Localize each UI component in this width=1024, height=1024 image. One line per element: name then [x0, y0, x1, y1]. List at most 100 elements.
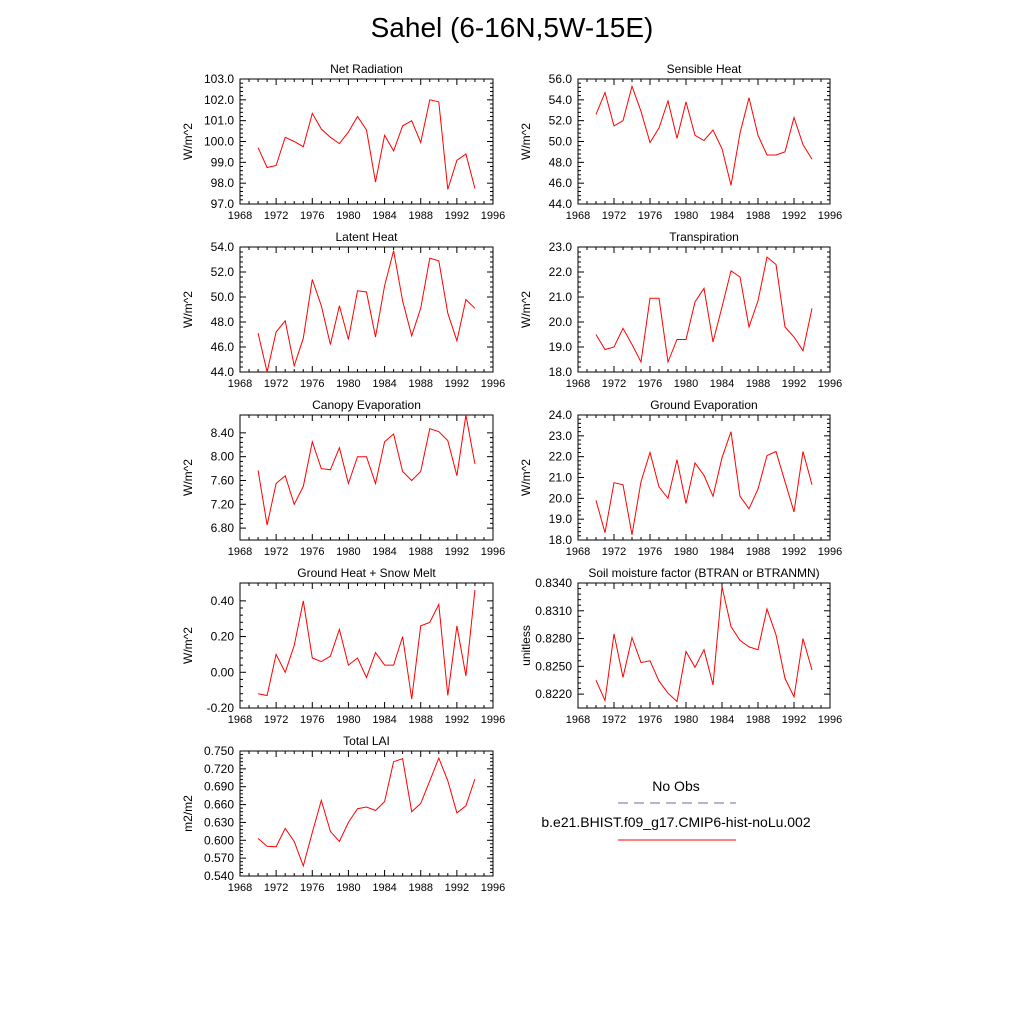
y-tick-label: 99.0	[211, 155, 235, 169]
x-tick-label: 1972	[264, 378, 288, 390]
y-tick-label: 0.660	[204, 798, 234, 812]
x-tick-label: 1984	[372, 714, 396, 726]
plot-frame	[239, 414, 494, 541]
y-axis-label: W/m^2	[519, 291, 533, 328]
plot-frame	[577, 246, 831, 373]
x-tick-label: 1968	[566, 714, 590, 726]
y-tick-label: 97.0	[211, 197, 235, 211]
series-line	[595, 256, 813, 364]
x-tick-label: 1984	[710, 210, 734, 222]
x-tick-label: 1976	[300, 210, 324, 222]
x-tick-label: 1980	[336, 714, 360, 726]
y-tick-label: 100.0	[204, 135, 234, 149]
panel-2: Latent Heat W/m^2 1968 1972 1976 1980 1984 1988…	[181, 230, 505, 390]
panel-title: Canopy Evaporation	[312, 398, 421, 412]
x-tick-label: 1996	[818, 714, 842, 726]
y-tick-label: 52.0	[211, 265, 235, 279]
y-tick-label: 0.720	[204, 762, 234, 776]
y-tick-label: 50.0	[211, 290, 235, 304]
panel-5: Ground Evaporation W/m^2 1968 1972 1976 1980 1…	[519, 398, 842, 558]
x-tick-label: 1976	[638, 378, 662, 390]
x-tick-label: 1980	[336, 546, 360, 558]
y-axis-label: W/m^2	[181, 627, 195, 664]
x-tick-label: 1992	[782, 210, 806, 222]
y-tick-label: 0.8250	[535, 659, 572, 673]
x-tick-label: 1980	[336, 882, 360, 894]
x-tick-label: 1980	[674, 378, 698, 390]
y-tick-label: 54.0	[549, 93, 573, 107]
y-tick-label: 103.0	[204, 72, 234, 86]
series-line	[257, 250, 476, 373]
panel-title: Latent Heat	[335, 230, 398, 244]
panel-1: Sensible Heat W/m^2 1968 1972 1976 1980 1984 19…	[519, 62, 842, 222]
x-tick-label: 1988	[408, 882, 432, 894]
panel-7: Soil moisture factor (BTRAN or BTRANMN) u…	[519, 566, 842, 726]
plot-frame	[577, 414, 831, 541]
x-tick-label: 1976	[638, 546, 662, 558]
y-tick-label: 44.0	[549, 197, 573, 211]
x-tick-label: 1972	[264, 546, 288, 558]
x-tick-label: 1992	[782, 546, 806, 558]
plot-frame	[239, 750, 494, 877]
y-tick-label: 0.00	[211, 665, 235, 679]
x-tick-label: 1976	[638, 714, 662, 726]
y-tick-label: 20.0	[549, 491, 573, 505]
y-tick-label: 102.0	[204, 93, 234, 107]
x-tick-label: 1968	[228, 378, 252, 390]
y-tick-label: 50.0	[549, 135, 573, 149]
x-tick-label: 1992	[445, 546, 469, 558]
y-axis-label: W/m^2	[181, 459, 195, 496]
panel-8: Total LAI m2/m2 1968 1972 1976 1980 1984 1988 19…	[181, 734, 505, 894]
panel-title: Total LAI	[343, 734, 390, 748]
x-tick-label: 1968	[228, 210, 252, 222]
x-tick-label: 1996	[481, 546, 505, 558]
x-tick-label: 1976	[638, 210, 662, 222]
y-tick-label: 0.20	[211, 630, 235, 644]
y-tick-label: 18.0	[549, 533, 573, 547]
legend: No Obs b.e21.BHIST.f09_g17.CMIP6-hist-no…	[520, 778, 832, 848]
x-tick-label: 1972	[602, 714, 626, 726]
y-tick-label: 98.0	[211, 176, 235, 190]
y-tick-label: 0.8220	[535, 687, 572, 701]
y-tick-label: 56.0	[549, 72, 573, 86]
y-tick-label: 0.8280	[535, 632, 572, 646]
x-tick-label: 1984	[372, 378, 396, 390]
x-tick-label: 1992	[445, 882, 469, 894]
x-tick-label: 1984	[372, 546, 396, 558]
panel-6: Ground Heat + Snow Melt W/m^2 1968 1972 1976…	[181, 566, 505, 726]
y-tick-label: 46.0	[211, 340, 235, 354]
x-tick-label: 1988	[746, 546, 770, 558]
x-tick-label: 1996	[818, 546, 842, 558]
series-line	[595, 586, 813, 703]
x-tick-label: 1968	[228, 882, 252, 894]
y-tick-label: 48.0	[211, 315, 235, 329]
y-tick-label: 21.0	[549, 290, 573, 304]
x-tick-label: 1980	[674, 546, 698, 558]
y-tick-label: 44.0	[211, 365, 235, 379]
panel-title: Net Radiation	[330, 62, 403, 76]
y-tick-label: 0.630	[204, 815, 234, 829]
y-axis-label: W/m^2	[519, 459, 533, 496]
x-tick-label: 1968	[566, 378, 590, 390]
plot-frame	[239, 582, 494, 709]
x-tick-label: 1972	[602, 210, 626, 222]
y-tick-label: 0.40	[211, 594, 235, 608]
y-tick-label: 24.0	[549, 408, 573, 422]
x-tick-label: 1972	[602, 546, 626, 558]
series-line	[257, 99, 476, 190]
y-axis-label: W/m^2	[181, 291, 195, 328]
y-tick-label: 19.0	[549, 340, 573, 354]
x-tick-label: 1972	[602, 378, 626, 390]
y-tick-label: 0.8340	[535, 576, 572, 590]
x-tick-label: 1968	[228, 546, 252, 558]
x-tick-label: 1980	[674, 210, 698, 222]
plot-frame	[239, 246, 494, 373]
x-tick-label: 1992	[445, 210, 469, 222]
x-tick-label: 1996	[481, 714, 505, 726]
y-tick-label: 22.0	[549, 265, 573, 279]
legend-model-label: b.e21.BHIST.f09_g17.CMIP6-hist-noLu.002	[541, 814, 811, 830]
x-tick-label: 1988	[408, 378, 432, 390]
y-axis-label: unitless	[519, 625, 533, 666]
plot-frame	[577, 582, 831, 709]
y-tick-label: 101.0	[204, 114, 234, 128]
